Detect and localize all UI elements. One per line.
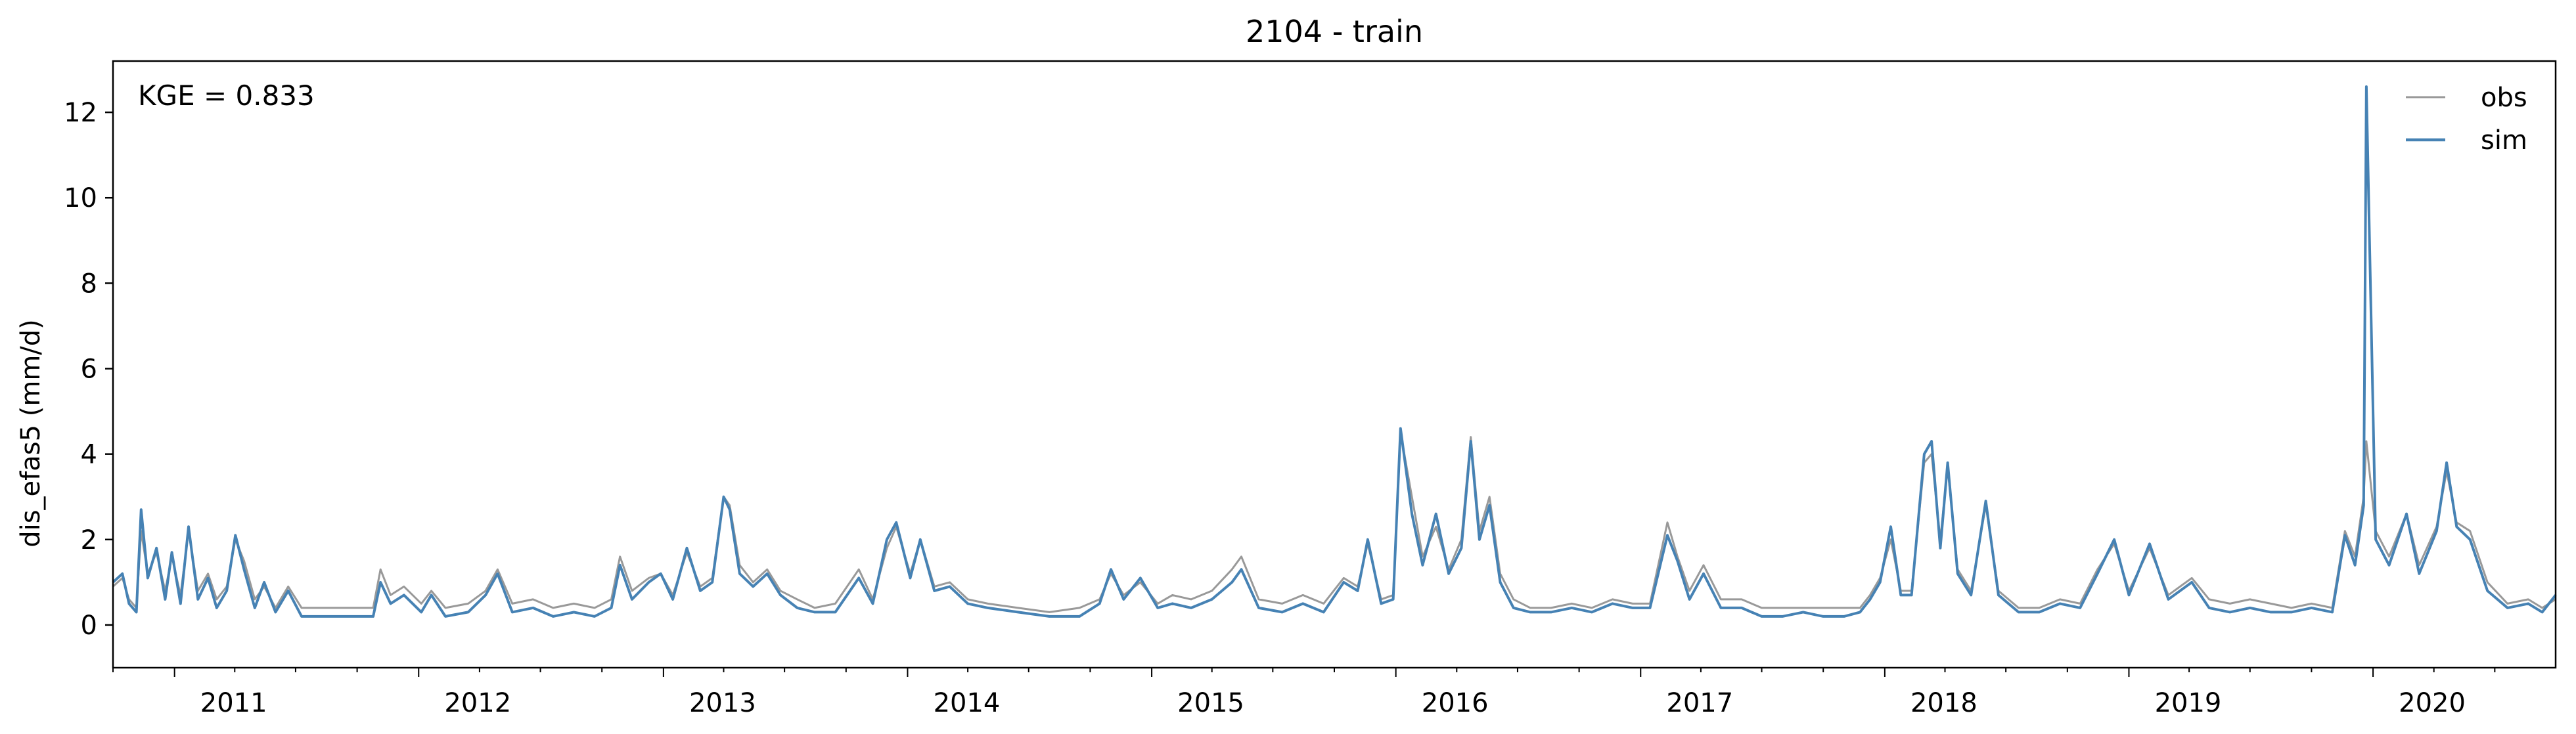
plot-frame xyxy=(112,60,2557,669)
x-tick-label: 2014 xyxy=(934,688,1001,718)
y-tick-label: 12 xyxy=(64,98,97,128)
y-tick-label: 6 xyxy=(81,355,97,385)
x-tick-label: 2015 xyxy=(1177,688,1244,718)
legend-label-sim: sim xyxy=(2481,125,2527,156)
legend-label-obs: obs xyxy=(2481,83,2527,113)
x-tick-label: 2012 xyxy=(444,688,511,718)
x-tick-label: 2016 xyxy=(1422,688,1489,718)
x-axis: 2011 2012 2013 2014 2015 2016 2017 2018 2019 2020 xyxy=(112,668,2496,718)
y-axis-label: dis_efas5 (mm/d) xyxy=(16,319,46,548)
x-tick-label: 2018 xyxy=(1910,688,1977,718)
x-tick-label: 2013 xyxy=(689,688,756,718)
y-tick-label: 2 xyxy=(81,525,97,555)
series-layer xyxy=(112,85,2557,618)
y-tick-label: 0 xyxy=(81,611,97,641)
y-axis: 0 2 4 6 8 10 12 xyxy=(64,98,113,641)
x-tick-label: 2019 xyxy=(2155,688,2222,718)
y-tick-label: 8 xyxy=(81,269,97,299)
legend: obs sim xyxy=(2406,83,2527,156)
y-tick-label: 10 xyxy=(64,183,97,213)
chart-title: 2104 - train xyxy=(1246,14,1423,49)
series-line-sim xyxy=(112,85,2557,618)
y-tick-label: 4 xyxy=(81,440,97,470)
x-tick-label: 2020 xyxy=(2399,688,2466,718)
x-tick-label: 2011 xyxy=(200,688,267,718)
kge-annotation: KGE = 0.833 xyxy=(138,79,315,112)
x-tick-label: 2017 xyxy=(1666,688,1733,718)
